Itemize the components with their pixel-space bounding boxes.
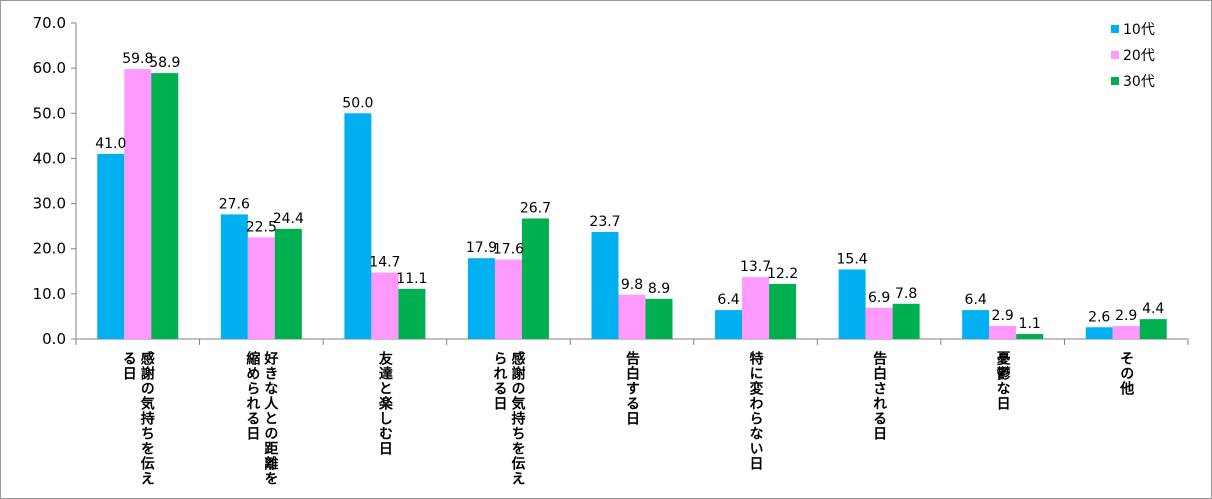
bars xyxy=(97,69,1167,340)
legend-swatch xyxy=(1111,25,1119,33)
bar xyxy=(398,288,426,339)
bar xyxy=(151,73,179,339)
data-label: 8.9 xyxy=(648,281,670,297)
data-label: 59.8 xyxy=(122,51,153,67)
bar xyxy=(892,303,920,339)
bar xyxy=(344,113,372,340)
bar xyxy=(989,325,1017,339)
category-label: その他 xyxy=(1118,351,1135,396)
data-label: 2.9 xyxy=(1115,308,1137,324)
bar xyxy=(865,307,893,339)
bar xyxy=(1016,334,1044,339)
data-label: 14.7 xyxy=(369,255,400,271)
legend-label: 10代 xyxy=(1123,22,1155,38)
data-labels: 41.0 59.858.9 27.6 22.524.4 50.0 14.711.1 17.9… xyxy=(95,51,1164,332)
bar xyxy=(591,232,619,339)
category-label: られる日 xyxy=(491,351,507,411)
legend-label: 30代 xyxy=(1123,74,1155,90)
bar xyxy=(274,228,302,339)
y-tick-label: 20.0 xyxy=(33,240,66,258)
y-tick-label: 10.0 xyxy=(33,285,66,303)
data-label: 6.9 xyxy=(868,290,890,306)
data-label: 6.4 xyxy=(717,292,739,308)
bar xyxy=(618,294,646,339)
category-label: 好きな人との距離を xyxy=(262,350,279,486)
legend-swatch xyxy=(1111,77,1119,85)
y-tick-label: 60.0 xyxy=(33,59,66,77)
category-label: 特に変わらない日 xyxy=(748,350,764,471)
category-label: る日 xyxy=(121,351,137,381)
data-label: 2.6 xyxy=(1088,309,1110,325)
legend-swatch xyxy=(1111,51,1119,59)
bar xyxy=(247,237,275,339)
data-label: 27.6 xyxy=(219,196,250,212)
bar xyxy=(962,310,990,339)
bar xyxy=(1085,327,1113,339)
category-label: 感謝の気持ちを伝え xyxy=(139,350,155,486)
data-label: 26.7 xyxy=(520,200,551,216)
data-label: 4.4 xyxy=(1142,301,1164,317)
bar xyxy=(1139,319,1167,339)
bar xyxy=(371,272,399,339)
data-label: 22.5 xyxy=(246,219,277,235)
bar xyxy=(97,153,125,339)
bar xyxy=(124,69,152,339)
category-label: 告白される日 xyxy=(871,350,887,441)
data-label: 7.8 xyxy=(895,286,917,302)
data-label: 41.0 xyxy=(95,136,126,152)
data-label: 2.9 xyxy=(992,308,1014,324)
data-label: 9.8 xyxy=(621,277,643,293)
data-label: 11.1 xyxy=(396,271,427,287)
category-label: 縮められる日 xyxy=(244,350,260,441)
y-tick-label: 70.0 xyxy=(33,14,66,32)
data-label: 23.7 xyxy=(589,214,620,230)
bar xyxy=(220,214,248,339)
bar xyxy=(521,218,549,339)
data-label: 17.9 xyxy=(466,240,497,256)
bar xyxy=(838,269,866,339)
category-label: 友達と楽しむ日 xyxy=(377,350,394,456)
data-label: 12.2 xyxy=(767,266,798,282)
category-label: 告白する日 xyxy=(624,350,640,426)
bar xyxy=(1112,325,1140,339)
bar xyxy=(645,298,673,339)
category-label: 感謝の気持ちを伝え xyxy=(509,350,525,486)
data-label: 17.6 xyxy=(493,242,524,258)
data-label: 6.4 xyxy=(965,292,987,308)
y-tick-label: 50.0 xyxy=(33,104,66,122)
data-label: 13.7 xyxy=(740,259,771,275)
data-label: 1.1 xyxy=(1019,316,1041,332)
bar xyxy=(742,277,770,339)
y-tick-label: 0.0 xyxy=(42,330,66,348)
y-axis: 0.0 10.0 20.0 30.0 40.0 50.0 60.0 70.0 xyxy=(33,14,77,348)
legend-label: 20代 xyxy=(1123,48,1155,64)
data-label: 58.9 xyxy=(149,55,180,71)
bar xyxy=(467,258,495,339)
bar xyxy=(769,283,797,339)
data-label: 15.4 xyxy=(837,251,868,267)
legend: 10代 20代 30代 xyxy=(1111,22,1155,90)
bar xyxy=(715,310,743,339)
bar xyxy=(494,259,522,339)
data-label: 50.0 xyxy=(342,95,373,111)
category-label: 憂鬱な日 xyxy=(995,350,1011,411)
y-tick-label: 40.0 xyxy=(33,149,66,167)
y-tick-label: 30.0 xyxy=(33,195,66,213)
data-label: 24.4 xyxy=(273,211,304,227)
